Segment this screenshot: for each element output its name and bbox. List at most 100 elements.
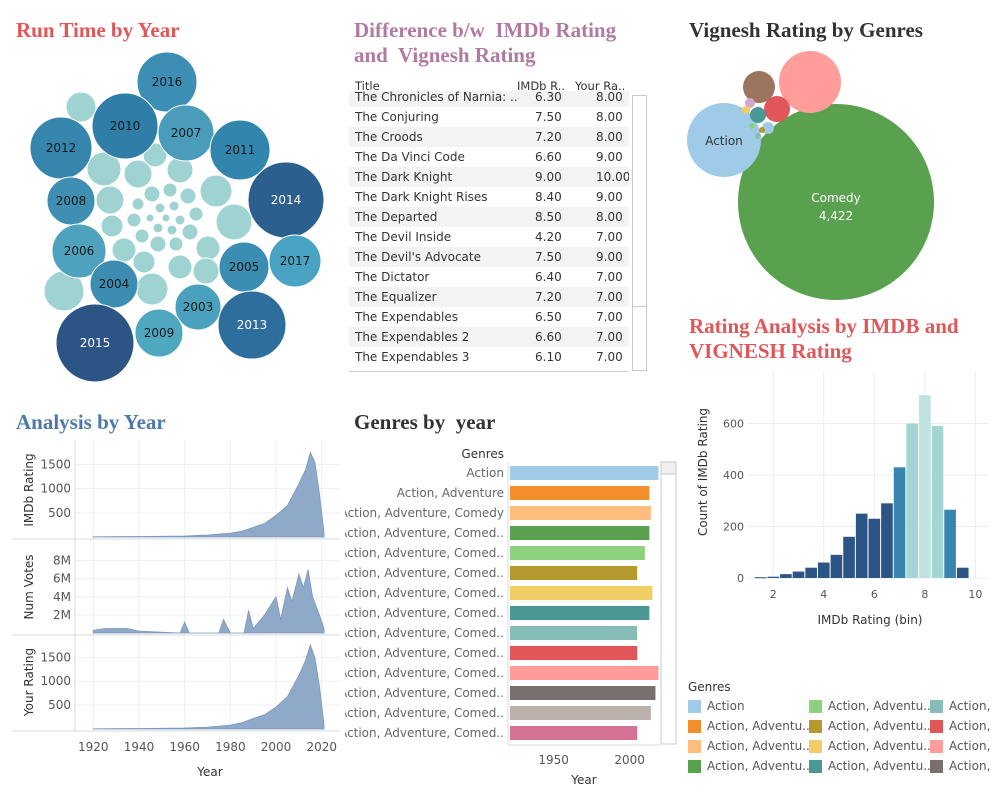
bubble[interactable] — [154, 202, 166, 214]
bubble-2011[interactable] — [209, 119, 271, 181]
hist-bar[interactable] — [780, 574, 792, 578]
legend-item[interactable]: Action, Adventu.. — [688, 738, 810, 758]
bubble[interactable] — [168, 200, 180, 212]
genre-bar[interactable] — [510, 466, 659, 480]
bubble[interactable] — [143, 185, 161, 203]
bubble-pink[interactable] — [779, 51, 841, 113]
bubble[interactable] — [174, 214, 186, 226]
genre-bar[interactable] — [510, 526, 650, 540]
bubble-tiny[interactable] — [755, 133, 761, 139]
bubble-2003[interactable] — [174, 283, 222, 331]
genre-bar[interactable] — [510, 646, 638, 660]
bubble[interactable] — [123, 159, 153, 189]
hist-bar[interactable] — [830, 554, 843, 578]
genre-bar[interactable] — [510, 586, 653, 600]
bubble-tiny[interactable] — [745, 98, 755, 108]
bubble-2015[interactable] — [55, 303, 135, 383]
bubble-comedy[interactable] — [738, 104, 934, 300]
bubble[interactable] — [179, 187, 197, 205]
genre-bar[interactable] — [510, 626, 638, 640]
legend-item[interactable]: Action, Adventu.. — [688, 718, 810, 738]
genres-scrollbar-thumb[interactable] — [660, 461, 677, 475]
bubble[interactable] — [199, 174, 233, 208]
hist-bar[interactable] — [931, 426, 944, 578]
hist-bar[interactable] — [919, 395, 931, 578]
area-series[interactable] — [92, 451, 325, 538]
bubble-2010[interactable] — [91, 92, 159, 160]
hist-bar[interactable] — [767, 576, 780, 578]
table-row[interactable]: The Expendables 3 6.10 7.00 — [349, 347, 629, 367]
bubble[interactable] — [188, 206, 204, 222]
table-row[interactable]: The Departed 8.50 8.00 — [349, 207, 629, 227]
bubble[interactable] — [167, 254, 193, 280]
table-row[interactable]: The Croods 7.20 8.00 — [349, 127, 629, 147]
bubble-2017[interactable] — [268, 234, 322, 288]
area-series[interactable] — [92, 643, 325, 730]
bubble[interactable] — [135, 272, 169, 306]
bubble[interactable] — [192, 257, 220, 285]
legend-item[interactable]: Action, — [930, 718, 999, 738]
bubble[interactable] — [95, 185, 125, 215]
hist-bar[interactable] — [817, 562, 830, 578]
bubble-2006[interactable] — [51, 223, 107, 279]
hist-bar[interactable] — [754, 577, 767, 579]
table-row[interactable]: The Equalizer 7.20 7.00 — [349, 287, 629, 307]
bubble-tiny[interactable] — [749, 123, 755, 129]
table-row[interactable]: The Dictator 6.40 7.00 — [349, 267, 629, 287]
genre-bar[interactable] — [510, 486, 650, 500]
bubble[interactable] — [215, 203, 253, 241]
bubble[interactable] — [149, 235, 167, 253]
hist-bar[interactable] — [881, 503, 893, 578]
bubble[interactable] — [111, 237, 137, 263]
hist-bar[interactable] — [893, 467, 906, 578]
col-header-title[interactable]: Title — [355, 79, 380, 93]
bubble[interactable] — [145, 213, 155, 223]
hist-bar[interactable] — [843, 536, 855, 578]
table-row[interactable]: The Conjuring 7.50 8.00 — [349, 107, 629, 127]
scrollbar-thumb[interactable] — [633, 96, 646, 307]
table-row[interactable]: The Expendables 6.50 7.00 — [349, 307, 629, 327]
bubble-brown[interactable] — [743, 71, 775, 103]
bubble-action[interactable] — [687, 103, 761, 177]
genre-bar[interactable] — [510, 566, 638, 580]
bubble[interactable] — [134, 228, 150, 244]
genre-bar[interactable] — [510, 726, 638, 740]
bubble-2007[interactable] — [157, 104, 215, 162]
bubble[interactable] — [168, 236, 184, 252]
legend-item[interactable]: Action, — [930, 698, 999, 718]
bubble[interactable] — [65, 91, 97, 123]
table-row[interactable]: The Chronicles of Narnia: .. 6.30 8.00 — [349, 91, 629, 107]
hist-bar[interactable] — [906, 423, 919, 579]
bubble[interactable] — [126, 212, 142, 228]
table-row[interactable]: The Devil's Advocate 7.50 9.00 — [349, 247, 629, 267]
bubble-tiny[interactable] — [759, 127, 765, 133]
bubble-red[interactable] — [764, 96, 790, 122]
genre-bar[interactable] — [510, 706, 651, 720]
genre-bar[interactable] — [510, 546, 645, 560]
bubble-2009[interactable] — [134, 308, 184, 358]
legend-item[interactable]: Action, Adventu.. — [809, 718, 931, 738]
table-scrollbar[interactable] — [632, 95, 647, 371]
legend-item[interactable]: Action, Adventu.. — [809, 758, 931, 778]
hist-bar[interactable] — [805, 567, 817, 578]
genre-bar[interactable] — [510, 666, 659, 680]
legend-item[interactable]: Action, Adventu.. — [809, 698, 931, 718]
table-row[interactable]: The Dark Knight 9.00 10.00 — [349, 167, 629, 187]
table-row[interactable]: The Da Vinci Code 6.60 9.00 — [349, 147, 629, 167]
bubble-tiny[interactable] — [762, 122, 774, 134]
bubble[interactable] — [181, 223, 199, 241]
genre-bar[interactable] — [510, 606, 650, 620]
legend-item[interactable]: Action, — [930, 738, 999, 758]
col-header-imdb[interactable]: IMDb R.. — [517, 79, 566, 93]
table-row[interactable]: The Devil Inside 4.20 7.00 — [349, 227, 629, 247]
bubble[interactable] — [161, 213, 171, 223]
bubble[interactable] — [162, 182, 178, 198]
bubble[interactable] — [166, 224, 178, 236]
bubble[interactable] — [100, 214, 124, 238]
bubble[interactable] — [152, 222, 164, 234]
genres-scrollbar[interactable] — [660, 461, 677, 745]
genre-bar[interactable] — [510, 506, 651, 520]
legend-item[interactable]: Action, — [930, 758, 999, 778]
legend-item[interactable]: Action, Adventu.. — [809, 738, 931, 758]
bubble-2013[interactable] — [217, 290, 287, 360]
